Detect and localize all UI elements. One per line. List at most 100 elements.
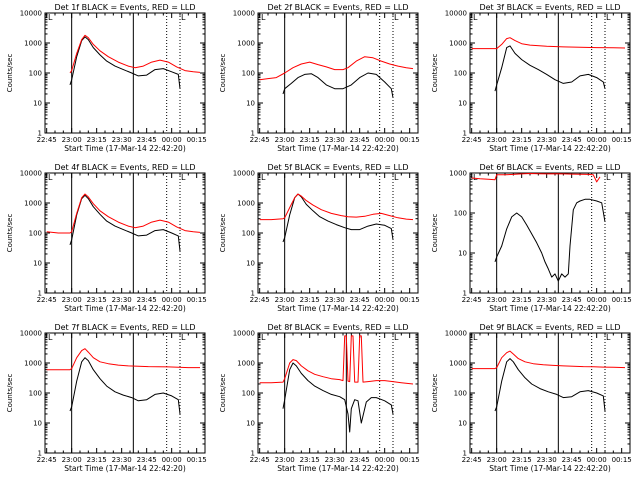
x-tick-label: 22:45 <box>462 296 482 304</box>
corner-mark-right: L <box>181 13 186 22</box>
x-tick-label: 22:45 <box>37 296 57 304</box>
x-tick-label: 00:15 <box>612 136 632 144</box>
x-axis-label: Start Time (17-Mar-14 22:42:20) <box>277 144 399 153</box>
x-tick-label: 23:00 <box>275 456 295 464</box>
x-tick-label: 00:00 <box>162 296 182 304</box>
panel-title: Det 9f BLACK = Events, RED = LLD <box>479 323 620 332</box>
x-tick-label: 23:00 <box>487 136 507 144</box>
x-tick-label: 23:45 <box>350 296 370 304</box>
plot-frame <box>257 12 419 134</box>
y-tick-label: 1 <box>463 130 467 138</box>
corner-mark-right: L <box>181 333 186 342</box>
y-axis-label: Counts/sec <box>219 214 227 253</box>
x-tick-label: 00:00 <box>162 136 182 144</box>
detector-panel-8: 1 10 100 1000 10000 22:45 23:00 23:15 23:30 23:45… <box>219 323 420 473</box>
x-tick-label: 23:15 <box>87 136 107 144</box>
y-tick-label: 1000 <box>24 360 42 368</box>
x-tick-label: 23:30 <box>325 136 345 144</box>
x-tick-label: 23:00 <box>62 296 82 304</box>
y-tick-label: 10000 <box>445 330 467 338</box>
corner-mark-left: L <box>48 173 53 182</box>
y-tick-label: 10 <box>246 100 255 108</box>
x-tick-label: 22:45 <box>250 456 270 464</box>
detector-panel-3: 1 10 100 1000 10000 22:45 23:00 23:15 23:30 23:45… <box>431 3 632 153</box>
corner-mark-right: L <box>181 173 186 182</box>
series-line-lld <box>471 350 626 370</box>
x-tick-label: 23:45 <box>562 136 582 144</box>
corner-mark-right: L <box>394 13 399 22</box>
corner-mark-right: L <box>394 173 399 182</box>
y-tick-label: 100 <box>242 230 255 238</box>
x-tick-label: 22:45 <box>250 136 270 144</box>
series-line-lld <box>259 335 414 385</box>
plot-frame <box>257 332 419 454</box>
x-tick-label: 22:45 <box>37 456 57 464</box>
series-line-lld <box>259 56 414 81</box>
x-tick-label: 23:15 <box>300 456 320 464</box>
plot-frame <box>469 172 631 294</box>
panel-title: Det 4f BLACK = Events, RED = LLD <box>54 163 195 172</box>
y-tick-label: 10000 <box>233 330 255 338</box>
x-tick-label: 23:45 <box>137 136 157 144</box>
y-tick-label: 100 <box>454 390 467 398</box>
y-tick-label: 100 <box>454 210 467 218</box>
series-line-events <box>282 72 394 98</box>
corner-mark-left: L <box>473 333 478 342</box>
x-axis-label: Start Time (17-Mar-14 22:42:20) <box>489 464 611 473</box>
x-tick-label: 23:45 <box>562 456 582 464</box>
corner-mark-left: L <box>473 13 478 22</box>
series-line-events <box>69 194 181 252</box>
y-axis-label: Counts/sec <box>6 374 14 413</box>
series-line-events <box>69 36 181 89</box>
y-tick-label: 1 <box>463 290 467 298</box>
x-axis-label: Start Time (17-Mar-14 22:42:20) <box>489 144 611 153</box>
x-tick-label: 23:15 <box>512 136 532 144</box>
y-tick-label: 10 <box>33 260 42 268</box>
series-group <box>471 350 626 412</box>
series-group <box>46 348 200 415</box>
x-tick-label: 00:15 <box>400 136 420 144</box>
y-tick-label: 1000 <box>237 360 255 368</box>
x-tick-label: 00:15 <box>612 456 632 464</box>
y-tick-label: 100 <box>29 230 42 238</box>
panel-title: Det 2f BLACK = Events, RED = LLD <box>267 3 408 12</box>
x-tick-label: 23:15 <box>87 296 107 304</box>
series-group <box>471 37 626 92</box>
x-tick-label: 00:15 <box>187 136 207 144</box>
series-line-lld <box>259 193 414 221</box>
x-tick-label: 23:45 <box>350 456 370 464</box>
y-tick-label: 100 <box>454 70 467 78</box>
series-line-events <box>494 198 606 282</box>
y-tick-label: 10000 <box>20 170 42 178</box>
corner-mark-right: L <box>606 333 611 342</box>
y-tick-label: 100 <box>242 70 255 78</box>
x-axis-label: Start Time (17-Mar-14 22:42:20) <box>277 464 399 473</box>
x-tick-label: 22:45 <box>462 456 482 464</box>
corner-mark-right: L <box>394 333 399 342</box>
x-tick-label: 23:30 <box>537 136 557 144</box>
y-tick-label: 1000 <box>449 170 467 178</box>
x-axis-label: Start Time (17-Mar-14 22:42:20) <box>489 304 611 313</box>
series-line-events <box>494 358 606 412</box>
y-tick-label: 10 <box>458 420 467 428</box>
corner-mark-left: L <box>261 13 266 22</box>
plot-frame <box>44 332 206 454</box>
series-line-lld <box>46 193 201 234</box>
x-tick-label: 23:15 <box>300 296 320 304</box>
y-tick-label: 1 <box>38 290 42 298</box>
series-group <box>69 34 201 89</box>
y-tick-label: 10 <box>458 100 467 108</box>
x-tick-label: 00:15 <box>187 456 207 464</box>
y-tick-label: 10000 <box>20 330 42 338</box>
y-tick-label: 10000 <box>20 10 42 18</box>
y-tick-label: 10 <box>33 100 42 108</box>
series-group <box>259 56 414 98</box>
y-tick-label: 10 <box>246 260 255 268</box>
series-group <box>471 173 606 282</box>
x-axis-label: Start Time (17-Mar-14 22:42:20) <box>64 144 186 153</box>
plot-frame <box>44 12 206 134</box>
y-tick-label: 1 <box>38 450 42 458</box>
detector-panel-9: 1 10 100 1000 10000 22:45 23:00 23:15 23:30 23:45… <box>431 323 632 473</box>
y-tick-label: 1 <box>38 130 42 138</box>
y-tick-label: 10000 <box>233 170 255 178</box>
